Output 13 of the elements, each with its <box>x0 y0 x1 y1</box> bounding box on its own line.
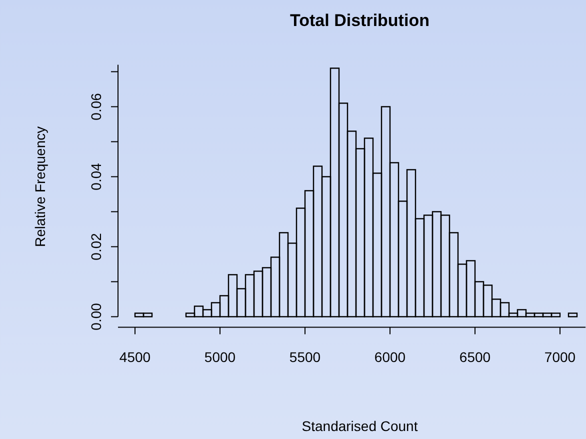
chart-title: Total Distribution <box>290 11 430 30</box>
x-axis-title: Standarised Count <box>302 418 418 434</box>
y-tick-label: 0.00 <box>88 302 104 330</box>
x-tick-label: 4500 <box>119 349 151 366</box>
x-tick-label: 6000 <box>374 349 406 366</box>
x-tick-label: 7000 <box>544 349 576 366</box>
x-tick-label: 6500 <box>459 349 491 366</box>
x-tick-label: 5000 <box>204 349 236 366</box>
y-tick-label: 0.06 <box>88 92 104 120</box>
y-tick-label: 0.02 <box>88 232 104 260</box>
y-axis-title: Relative Frequency <box>32 126 48 248</box>
x-tick-label: 5500 <box>289 349 321 366</box>
y-tick-label: 0.04 <box>88 162 104 190</box>
